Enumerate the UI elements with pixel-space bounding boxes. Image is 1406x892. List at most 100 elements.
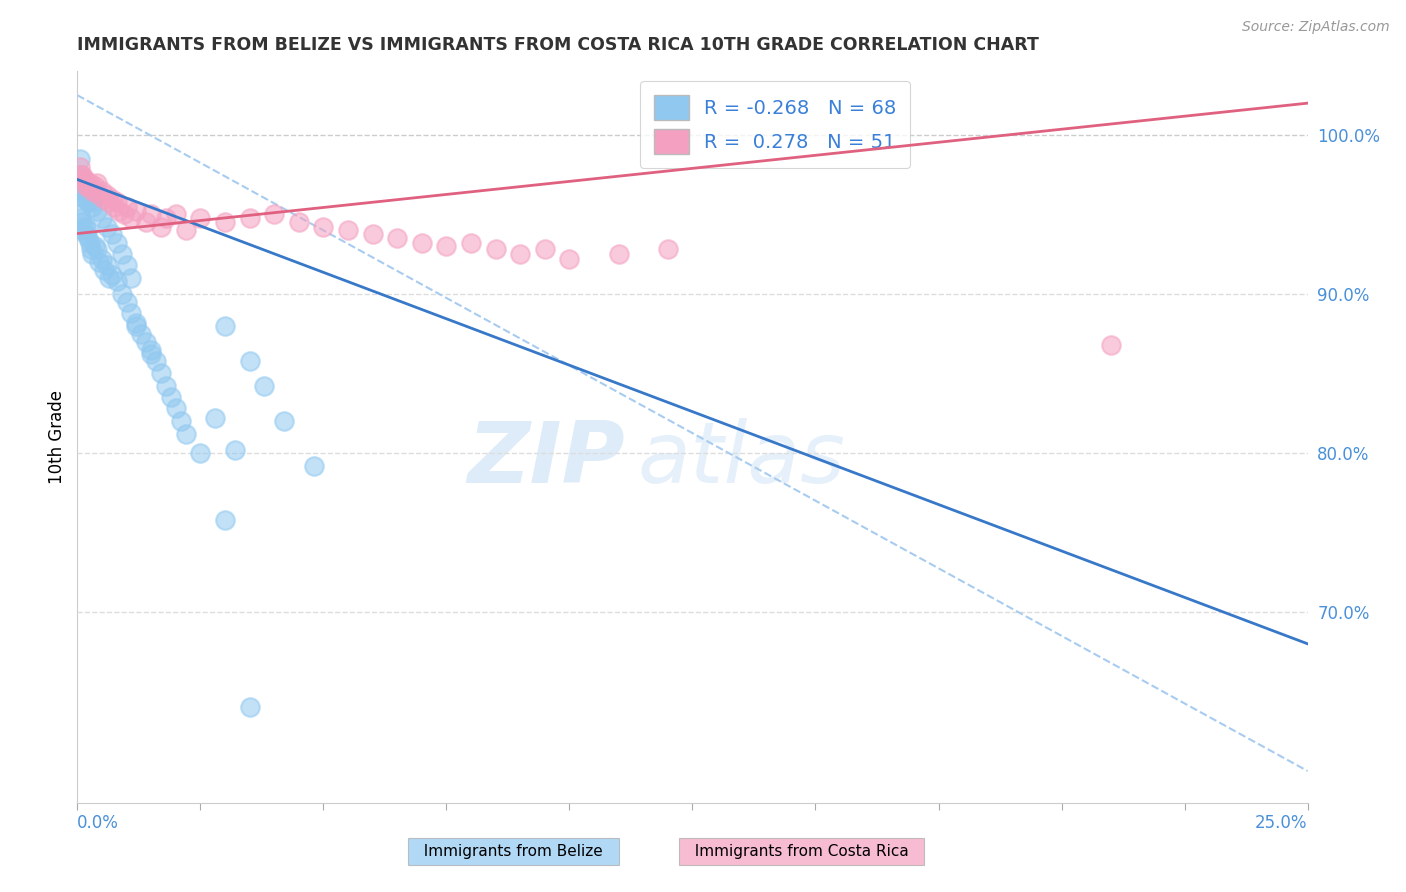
- Point: [90, 252, 114, 266]
- Point: [115, 294, 138, 309]
- Text: IMMIGRANTS FROM BELIZE VS IMMIGRANTS FROM COSTA RICA 10TH GRADE CORRELATION CHAR: IMMIGRANTS FROM BELIZE VS IMMIGRANTS FRO…: [77, 36, 1039, 54]
- Point: [69, 152, 91, 166]
- Point: [90, 211, 114, 225]
- Point: [93, 263, 115, 277]
- Point: [79, 176, 101, 190]
- Text: Source: ZipAtlas.com: Source: ZipAtlas.com: [1241, 20, 1389, 34]
- Point: [273, 414, 295, 428]
- Point: [312, 220, 335, 235]
- Point: [135, 215, 157, 229]
- Point: [98, 194, 121, 209]
- Point: [170, 414, 193, 428]
- Point: [121, 271, 143, 285]
- Point: [108, 204, 131, 219]
- Point: [101, 192, 124, 206]
- Point: [105, 236, 128, 251]
- Point: [82, 184, 104, 198]
- Point: [165, 401, 187, 416]
- Point: [70, 211, 93, 225]
- Point: [460, 236, 482, 251]
- Point: [121, 306, 143, 320]
- Point: [72, 223, 94, 237]
- Text: ZIP: ZIP: [467, 417, 624, 500]
- Point: [82, 200, 104, 214]
- Point: [70, 168, 93, 182]
- Point: [190, 446, 212, 460]
- Text: Immigrants from Belize: Immigrants from Belize: [413, 845, 613, 859]
- Point: [436, 239, 458, 253]
- Point: [72, 184, 94, 198]
- Point: [485, 243, 508, 257]
- Point: [141, 347, 163, 361]
- Point: [534, 243, 557, 257]
- Point: [141, 207, 163, 221]
- Point: [174, 223, 197, 237]
- Point: [288, 215, 311, 229]
- Point: [70, 215, 93, 229]
- Legend: R = -0.268   N = 68, R =  0.278   N = 51: R = -0.268 N = 68, R = 0.278 N = 51: [640, 81, 910, 168]
- Point: [112, 207, 135, 221]
- Point: [75, 178, 97, 193]
- Point: [80, 192, 103, 206]
- Y-axis label: 10th Grade: 10th Grade: [48, 390, 66, 484]
- Point: [73, 220, 96, 235]
- Point: [263, 207, 285, 221]
- Point: [190, 211, 212, 225]
- Text: atlas: atlas: [637, 417, 845, 500]
- Point: [80, 243, 103, 257]
- Point: [131, 326, 153, 341]
- Point: [125, 316, 148, 330]
- Point: [165, 207, 187, 221]
- Point: [76, 188, 98, 202]
- Point: [111, 287, 134, 301]
- Point: [411, 236, 433, 251]
- Point: [86, 204, 108, 219]
- Point: [105, 194, 128, 209]
- Point: [214, 318, 236, 333]
- Point: [141, 343, 163, 357]
- Point: [76, 178, 98, 193]
- Point: [115, 200, 138, 214]
- Point: [93, 192, 115, 206]
- Point: [150, 367, 173, 381]
- Point: [70, 168, 93, 182]
- Point: [96, 220, 118, 235]
- Point: [1099, 338, 1122, 352]
- Point: [558, 252, 581, 266]
- Point: [239, 211, 262, 225]
- Point: [96, 258, 118, 272]
- Point: [509, 247, 531, 261]
- Point: [73, 192, 96, 206]
- Point: [125, 204, 148, 219]
- Point: [76, 223, 98, 237]
- Point: [145, 353, 167, 368]
- Point: [135, 334, 157, 349]
- Point: [75, 192, 97, 206]
- Point: [657, 243, 679, 257]
- Point: [83, 184, 105, 198]
- Point: [76, 178, 98, 193]
- Point: [89, 255, 111, 269]
- Point: [125, 318, 148, 333]
- Point: [89, 188, 111, 202]
- Point: [115, 258, 138, 272]
- Point: [79, 178, 101, 193]
- Point: [111, 247, 134, 261]
- Text: 25.0%: 25.0%: [1256, 814, 1308, 831]
- Point: [174, 426, 197, 441]
- Point: [253, 379, 276, 393]
- Point: [73, 172, 96, 186]
- Point: [70, 176, 93, 190]
- Point: [155, 211, 177, 225]
- Text: Immigrants from Costa Rica: Immigrants from Costa Rica: [685, 845, 918, 859]
- Point: [607, 247, 630, 261]
- Point: [82, 247, 104, 261]
- Point: [83, 239, 105, 253]
- Point: [103, 200, 125, 214]
- Point: [239, 700, 262, 714]
- Text: 0.0%: 0.0%: [77, 814, 120, 831]
- Point: [204, 411, 226, 425]
- Point: [155, 379, 177, 393]
- Point: [96, 188, 118, 202]
- Point: [77, 194, 100, 209]
